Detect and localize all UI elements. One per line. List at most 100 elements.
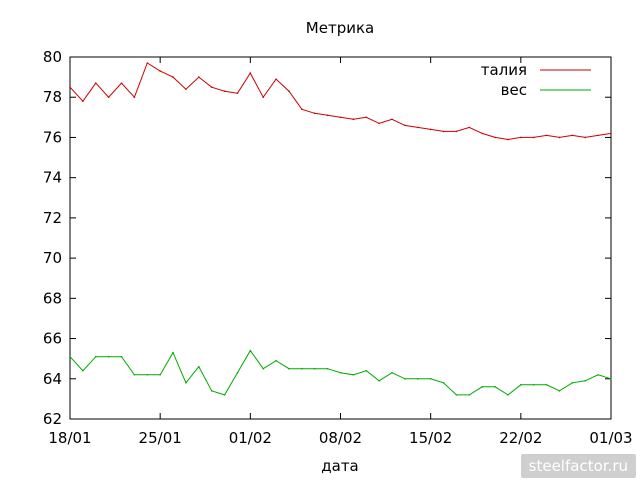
data-point bbox=[507, 394, 509, 396]
data-point bbox=[134, 96, 136, 98]
data-point bbox=[108, 96, 110, 98]
data-point bbox=[520, 384, 522, 386]
data-point bbox=[572, 382, 574, 384]
data-point bbox=[327, 368, 329, 370]
data-point bbox=[481, 133, 483, 135]
data-point bbox=[507, 139, 509, 141]
data-point bbox=[494, 137, 496, 139]
series-layer bbox=[69, 62, 612, 395]
data-point bbox=[340, 117, 342, 119]
data-point bbox=[288, 90, 290, 92]
data-point bbox=[69, 86, 71, 88]
data-point bbox=[584, 137, 586, 139]
data-point bbox=[82, 370, 84, 372]
x-axis-label: дата bbox=[321, 457, 359, 475]
x-tick-label: 01/02 bbox=[229, 429, 272, 447]
data-point bbox=[443, 382, 445, 384]
data-point bbox=[610, 133, 612, 135]
data-point bbox=[340, 372, 342, 374]
chart-title: Метрика bbox=[306, 19, 374, 37]
data-point bbox=[597, 374, 599, 376]
data-point bbox=[404, 378, 406, 380]
data-point bbox=[275, 78, 277, 80]
data-point bbox=[262, 96, 264, 98]
data-point bbox=[391, 119, 393, 121]
data-point bbox=[378, 123, 380, 125]
data-point bbox=[597, 135, 599, 137]
data-point bbox=[69, 356, 71, 358]
data-point bbox=[224, 394, 226, 396]
data-point bbox=[430, 378, 432, 380]
data-point bbox=[314, 113, 316, 115]
data-point bbox=[211, 390, 213, 392]
plot-frame bbox=[70, 57, 611, 419]
data-point bbox=[288, 368, 290, 370]
data-point bbox=[237, 372, 239, 374]
x-tick-label: 25/01 bbox=[139, 429, 182, 447]
data-point bbox=[533, 384, 535, 386]
data-point bbox=[572, 135, 574, 137]
data-point bbox=[159, 70, 161, 72]
y-tick-label: 62 bbox=[43, 410, 62, 428]
watermark: steelfactor.ru bbox=[521, 454, 636, 478]
data-point bbox=[198, 366, 200, 368]
data-point bbox=[481, 386, 483, 388]
legend: талия вес bbox=[481, 61, 591, 99]
data-point bbox=[275, 360, 277, 362]
x-tick-label: 18/01 bbox=[48, 429, 91, 447]
data-point bbox=[469, 394, 471, 396]
data-point bbox=[314, 368, 316, 370]
data-point bbox=[172, 76, 174, 78]
data-point bbox=[301, 108, 303, 110]
y-axis: 62 64 66 68 70 72 74 76 78 80 bbox=[43, 48, 611, 428]
series-line-0 bbox=[70, 63, 611, 140]
data-point bbox=[262, 368, 264, 370]
y-tick-label: 68 bbox=[43, 289, 62, 307]
x-tick-label: 08/02 bbox=[319, 429, 362, 447]
data-point bbox=[134, 374, 136, 376]
data-point bbox=[417, 127, 419, 129]
data-point bbox=[456, 394, 458, 396]
data-point bbox=[301, 368, 303, 370]
data-point bbox=[546, 135, 548, 137]
data-point bbox=[469, 127, 471, 129]
data-point bbox=[95, 356, 97, 358]
data-point bbox=[559, 390, 561, 392]
data-point bbox=[108, 356, 110, 358]
data-point bbox=[250, 350, 252, 352]
x-tick-label: 15/02 bbox=[409, 429, 452, 447]
x-axis: 18/01 25/01 01/02 08/02 15/02 22/02 01/03 bbox=[48, 57, 632, 447]
data-point bbox=[159, 374, 161, 376]
x-tick-label: 01/03 bbox=[589, 429, 632, 447]
data-point bbox=[584, 380, 586, 382]
data-point bbox=[378, 380, 380, 382]
data-point bbox=[95, 82, 97, 84]
y-tick-label: 80 bbox=[43, 48, 62, 66]
data-point bbox=[559, 137, 561, 139]
data-point bbox=[430, 129, 432, 131]
data-point bbox=[404, 125, 406, 127]
data-point bbox=[443, 131, 445, 133]
data-point bbox=[391, 372, 393, 374]
data-point bbox=[224, 90, 226, 92]
data-point bbox=[185, 88, 187, 90]
y-tick-label: 76 bbox=[43, 128, 62, 146]
data-point bbox=[211, 86, 213, 88]
y-tick-label: 64 bbox=[43, 370, 62, 388]
y-tick-label: 74 bbox=[43, 169, 62, 187]
data-point bbox=[327, 115, 329, 117]
data-point bbox=[82, 100, 84, 102]
data-point bbox=[365, 117, 367, 119]
legend-label: вес bbox=[501, 81, 527, 99]
data-point bbox=[365, 370, 367, 372]
data-point bbox=[198, 76, 200, 78]
data-point bbox=[494, 386, 496, 388]
y-tick-label: 72 bbox=[43, 209, 62, 227]
data-point bbox=[185, 382, 187, 384]
y-tick-label: 66 bbox=[43, 330, 62, 348]
x-tick-label: 22/02 bbox=[499, 429, 542, 447]
data-point bbox=[546, 384, 548, 386]
data-point bbox=[533, 137, 535, 139]
y-tick-label: 78 bbox=[43, 88, 62, 106]
